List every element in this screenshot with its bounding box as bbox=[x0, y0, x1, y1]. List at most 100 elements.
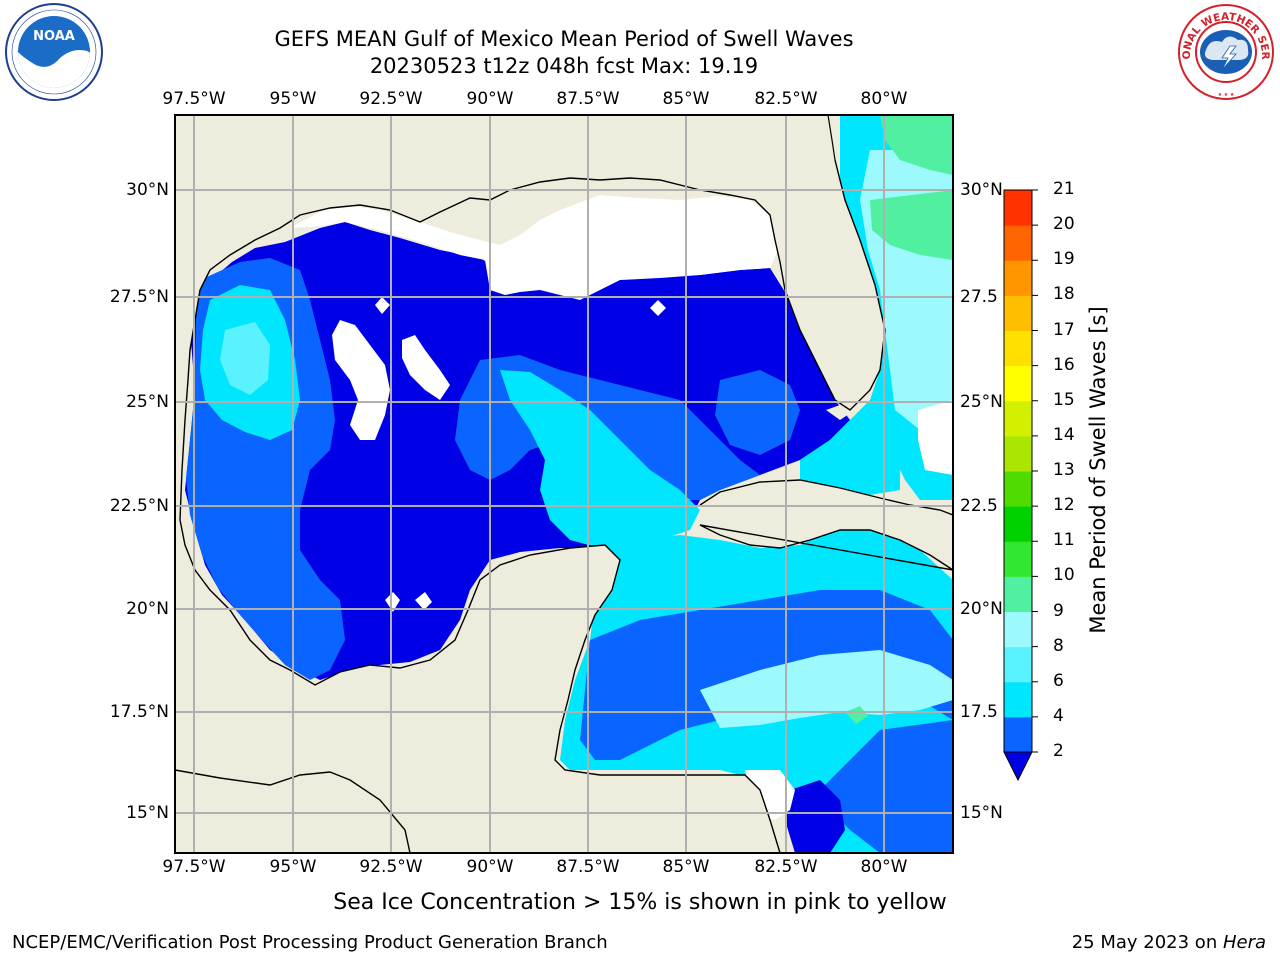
east-white-gap bbox=[918, 400, 953, 475]
colorbar-tick-label: 12 bbox=[1053, 495, 1075, 516]
nogap-mid-white-1 bbox=[332, 320, 390, 440]
lon-label: 97.5°W bbox=[162, 89, 226, 109]
colorbar-segment bbox=[1004, 576, 1032, 612]
lat-label: 15°N bbox=[126, 803, 169, 823]
nogap-mid-white-2 bbox=[402, 335, 450, 400]
lon-label: 85°W bbox=[662, 89, 710, 109]
colorbar-tick-label: 17 bbox=[1053, 319, 1075, 340]
colorbar-segment bbox=[1004, 646, 1032, 683]
atlantic-green-2 bbox=[870, 190, 953, 260]
lon-label: 95°W bbox=[269, 857, 317, 877]
credit-text: NCEP/EMC/Verification Post Processing Pr… bbox=[12, 932, 608, 953]
colorbar-segment bbox=[1004, 365, 1032, 402]
colorbar-tick-label: 16 bbox=[1053, 354, 1075, 375]
colorbar-label: Mean Period of Swell Waves [s] bbox=[1086, 306, 1110, 634]
noaa-logo: NOAA bbox=[5, 3, 103, 101]
lon-label: 82.5°W bbox=[754, 857, 818, 877]
lat-label: 27.5°N bbox=[109, 287, 169, 307]
map-grid bbox=[175, 115, 953, 853]
land-mexico bbox=[175, 540, 780, 853]
colorbar-tick-label: 6 bbox=[1053, 670, 1064, 691]
colorbar-tick-label: 19 bbox=[1053, 249, 1075, 270]
chart-title: GEFS MEAN Gulf of Mexico Mean Period of … bbox=[274, 27, 854, 51]
colorbar-segment bbox=[1004, 716, 1032, 753]
colorbar-segment bbox=[1004, 435, 1032, 472]
land-florida-keys bbox=[826, 405, 852, 420]
caribbean-south-blue bbox=[820, 720, 953, 853]
lat-label: 15°N bbox=[960, 803, 1003, 823]
lat-label: 25°N bbox=[960, 392, 1003, 412]
sea-ice-note: Sea Ice Concentration > 15% is shown in … bbox=[333, 890, 947, 915]
lon-label: 95°W bbox=[269, 89, 317, 109]
run-date-text: 25 May 2023 on bbox=[1071, 932, 1223, 953]
nogap-white-islands bbox=[385, 592, 432, 612]
nogap-north-gulf bbox=[290, 195, 780, 300]
noaa-logo-text: NOAA bbox=[33, 29, 75, 44]
colorbar-segment bbox=[1004, 190, 1032, 226]
coastline-pacific bbox=[175, 769, 411, 853]
colorbar-segment bbox=[1004, 681, 1032, 718]
lat-label: 22.5 bbox=[960, 496, 998, 516]
colorbar-tick-label: 9 bbox=[1053, 600, 1064, 621]
colorbar-tick-label: 15 bbox=[1053, 389, 1075, 410]
colorbar-tick-label: 18 bbox=[1053, 284, 1075, 305]
colorbar bbox=[1003, 189, 1038, 782]
nogap-small-white bbox=[375, 297, 390, 314]
caribbean-lightcyan bbox=[700, 650, 953, 728]
lon-label: 87.5°W bbox=[556, 89, 620, 109]
lat-label: 27.5 bbox=[960, 287, 998, 307]
nogap-small-white-2 bbox=[650, 300, 666, 316]
lon-label: 87.5°W bbox=[556, 857, 620, 877]
chart-subtitle: 20230523 t12z 048h fcst Max: 19.19 bbox=[369, 54, 759, 78]
colorbar-tick-label: 8 bbox=[1053, 635, 1064, 656]
caribbean-deep-patch bbox=[785, 780, 845, 853]
coastline-cuba bbox=[699, 479, 953, 571]
colorbar-tick-label: 14 bbox=[1053, 424, 1075, 445]
colorbar-tick-label: 2 bbox=[1053, 741, 1064, 761]
lat-label: 17.5 bbox=[960, 702, 998, 722]
lon-label: 90°W bbox=[466, 857, 514, 877]
east-blue-patch bbox=[715, 370, 800, 455]
west-lightcyan-patch bbox=[220, 322, 270, 395]
colorbar-segment bbox=[1004, 541, 1032, 577]
colorbar-under-arrow bbox=[1003, 751, 1033, 782]
colorbar-tick-label: 4 bbox=[1053, 705, 1064, 726]
coastline-atlantic bbox=[827, 115, 836, 161]
land-cuba bbox=[700, 480, 953, 570]
lon-label: 82.5°W bbox=[754, 89, 818, 109]
run-date: 25 May 2023 on Hera bbox=[1072, 932, 1266, 953]
nws-logo: ★ ★ ★ NATIONAL WEATHER SERVICE bbox=[1176, 2, 1274, 100]
colorbar-segment bbox=[1004, 471, 1032, 507]
colorbar-segment bbox=[1004, 330, 1032, 367]
lon-label: 92.5°W bbox=[359, 857, 423, 877]
colorbar-tick-label: 20 bbox=[1053, 214, 1075, 235]
colorbar-tick-label: 11 bbox=[1053, 530, 1075, 551]
lat-label: 17.5°N bbox=[109, 702, 169, 722]
central-cyan-tongue bbox=[500, 370, 700, 548]
colorbar-tick-label: 13 bbox=[1053, 460, 1075, 480]
atlantic-green bbox=[880, 115, 953, 175]
lat-label: 30°N bbox=[960, 180, 1003, 200]
lon-label: 92.5°W bbox=[359, 89, 423, 109]
florida-straits-cyan bbox=[800, 420, 900, 495]
colorbar-segment bbox=[1004, 611, 1032, 648]
lat-label: 30°N bbox=[126, 180, 169, 200]
lat-label: 20°N bbox=[126, 599, 169, 619]
lat-label: 22.5°N bbox=[109, 496, 169, 516]
lon-label: 85°W bbox=[662, 857, 710, 877]
colorbar-segment bbox=[1004, 295, 1032, 331]
machine-name: Hera bbox=[1222, 932, 1266, 953]
lon-label: 80°W bbox=[860, 89, 908, 109]
colorbar-tick-label: 21 bbox=[1053, 179, 1075, 199]
lat-label: 25°N bbox=[126, 392, 169, 412]
coastline bbox=[179, 159, 886, 853]
lon-label: 80°W bbox=[860, 857, 908, 877]
land-us-coast bbox=[175, 115, 885, 540]
colorbar-segment bbox=[1004, 506, 1032, 542]
caribbean-green-spot bbox=[845, 706, 868, 724]
colorbar-segment bbox=[1004, 225, 1032, 261]
svg-text:★ ★ ★: ★ ★ ★ bbox=[1218, 92, 1235, 98]
map-frame bbox=[174, 114, 954, 854]
lon-label: 97.5°W bbox=[162, 857, 226, 877]
